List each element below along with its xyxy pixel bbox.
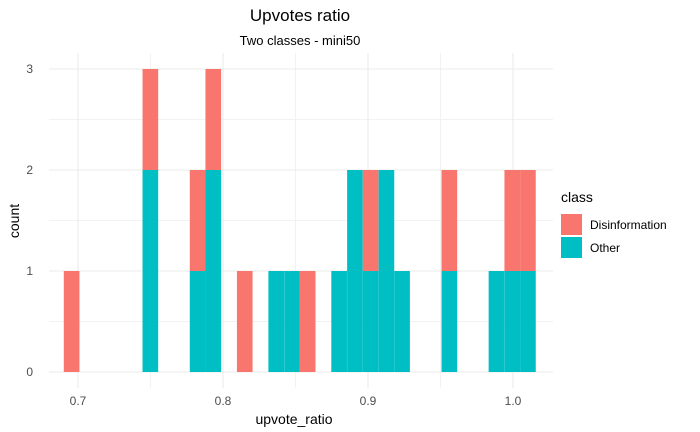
x-axis-label: upvote_ratio xyxy=(255,411,332,427)
legend-label-disinformation: Disinformation xyxy=(590,217,667,232)
y-tick-label: 2 xyxy=(26,163,33,177)
bar-disinformation xyxy=(299,271,316,372)
bar-other xyxy=(504,271,521,372)
chart-title: Upvotes ratio xyxy=(249,6,351,25)
y-tick-label: 0 xyxy=(26,365,33,379)
bar-other xyxy=(362,271,379,372)
legend-title: class xyxy=(561,189,593,205)
bar-other xyxy=(142,170,159,372)
legend-label-other: Other xyxy=(590,240,621,255)
legend-swatch-other xyxy=(561,237,582,258)
bar-disinformation xyxy=(236,271,253,372)
bar-other xyxy=(520,271,536,372)
x-tick-label: 0.7 xyxy=(70,394,87,408)
x-tick-label: 0.8 xyxy=(215,394,232,408)
bar-other xyxy=(488,271,505,372)
bar-disinformation xyxy=(362,170,379,271)
bar-other xyxy=(189,271,206,372)
y-axis-label: count xyxy=(6,204,22,238)
bar-disinformation xyxy=(520,170,536,271)
bar-disinformation xyxy=(63,271,80,372)
x-tick-label: 1.0 xyxy=(505,394,522,408)
bar-other xyxy=(394,271,410,372)
legend-item-disinformation: Disinformation xyxy=(561,213,667,236)
bar-other xyxy=(378,170,395,372)
y-tick-label: 3 xyxy=(26,62,33,76)
bar-other xyxy=(268,271,285,372)
x-tick-label: 0.9 xyxy=(360,394,377,408)
legend: class Disinformation Other xyxy=(561,189,667,259)
tick-labels: 0.7 0.8 0.9 1.0 0 1 2 3 xyxy=(26,62,521,408)
bar-disinformation xyxy=(504,170,521,271)
bar-other xyxy=(331,271,347,372)
bar-other xyxy=(284,271,300,372)
bar-disinformation xyxy=(189,170,206,271)
bar-disinformation xyxy=(441,170,458,271)
bar-other xyxy=(205,170,222,372)
bars xyxy=(63,69,536,372)
bar-other xyxy=(441,271,458,372)
bar-disinformation xyxy=(205,69,222,170)
legend-swatch-disinformation xyxy=(561,214,582,235)
bar-other xyxy=(347,170,363,372)
y-tick-label: 1 xyxy=(26,264,33,278)
bar-disinformation xyxy=(142,69,159,170)
legend-item-other: Other xyxy=(561,236,667,259)
chart-subtitle: Two classes - mini50 xyxy=(239,33,361,48)
